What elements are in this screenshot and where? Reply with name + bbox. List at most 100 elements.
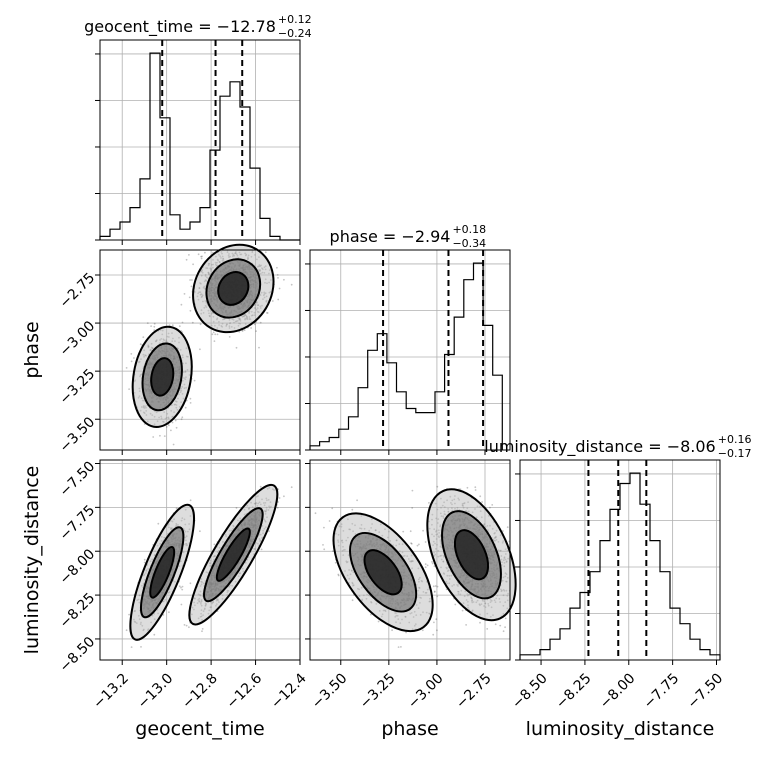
sample-point xyxy=(180,586,182,589)
sample-point xyxy=(180,603,183,606)
sample-point xyxy=(130,646,133,648)
sample-point xyxy=(250,327,253,329)
sample-point xyxy=(278,497,281,499)
sample-point xyxy=(139,343,142,346)
sample-point xyxy=(188,254,190,256)
sample-point xyxy=(290,486,293,489)
sample-point xyxy=(180,303,183,306)
sample-point xyxy=(130,353,133,355)
sample-point xyxy=(214,333,217,336)
sample-point xyxy=(211,333,214,336)
contour-line xyxy=(192,243,275,334)
panel-phase-vs-geocent_time xyxy=(99,243,301,451)
sample-point xyxy=(146,322,149,324)
panel-luminosity_distance-vs-phase xyxy=(309,459,517,661)
sample-point xyxy=(180,418,183,421)
sample-point xyxy=(153,322,156,325)
sample-point xyxy=(143,558,146,561)
sample-point xyxy=(434,585,437,587)
contour-line xyxy=(150,357,175,397)
sample-point xyxy=(157,522,160,525)
panel-luminosity_distance-vs-geocent_time xyxy=(99,459,301,661)
sample-point xyxy=(271,300,274,302)
sample-point xyxy=(133,357,135,359)
sample-point xyxy=(172,443,175,446)
sample-point xyxy=(432,585,435,588)
sample-point xyxy=(152,436,155,438)
sample-point xyxy=(125,367,128,369)
sample-point xyxy=(213,340,216,342)
sample-point xyxy=(258,346,260,349)
sample-point xyxy=(212,331,215,334)
contour-line xyxy=(141,342,183,412)
sample-point xyxy=(264,251,267,254)
sample-point xyxy=(181,585,184,588)
sample-point xyxy=(283,495,285,498)
contour-line xyxy=(217,271,250,306)
sample-point xyxy=(181,321,184,324)
sample-point xyxy=(193,379,196,382)
sample-point xyxy=(259,321,262,324)
sample-point xyxy=(130,360,133,363)
sample-point xyxy=(163,435,166,437)
sample-point xyxy=(276,274,279,276)
sample-point xyxy=(189,279,192,281)
sample-point xyxy=(153,633,156,636)
sample-point xyxy=(168,324,171,327)
sample-point xyxy=(153,325,156,328)
sample-point xyxy=(142,336,145,339)
sample-point xyxy=(189,309,192,312)
sample-point xyxy=(165,426,168,428)
sample-point xyxy=(168,424,170,427)
sample-point xyxy=(277,277,279,279)
sample-point xyxy=(199,323,202,326)
sample-point xyxy=(192,263,195,266)
sample-point xyxy=(159,434,161,437)
sample-point xyxy=(189,402,192,404)
sample-point xyxy=(140,646,142,648)
sample-point xyxy=(171,421,174,424)
sample-point xyxy=(185,624,188,627)
sample-point xyxy=(191,279,193,281)
sample-point xyxy=(125,629,128,632)
sample-point xyxy=(185,258,188,261)
sample-point xyxy=(201,628,204,630)
sample-point xyxy=(188,296,191,299)
sample-point xyxy=(201,255,203,258)
sample-point xyxy=(283,278,285,281)
density-fill xyxy=(218,272,249,305)
sample-point xyxy=(199,348,201,351)
sample-point xyxy=(253,323,256,326)
sample-point xyxy=(260,548,263,551)
sample-point xyxy=(184,406,187,409)
sample-point xyxy=(178,585,181,588)
sample-point xyxy=(190,285,193,288)
sample-point xyxy=(189,499,192,502)
sample-point xyxy=(170,429,172,432)
sample-point xyxy=(191,321,194,324)
sample-point xyxy=(259,485,262,488)
sample-point xyxy=(175,507,178,510)
sample-point xyxy=(235,346,238,349)
sample-point xyxy=(461,609,464,612)
sample-point xyxy=(201,630,203,633)
sample-point xyxy=(189,397,192,400)
sample-point xyxy=(277,298,280,301)
sample-point xyxy=(241,330,244,332)
sample-point xyxy=(168,611,170,614)
sample-point xyxy=(200,255,203,258)
sample-point xyxy=(171,324,174,327)
sample-point xyxy=(189,582,192,585)
sample-point xyxy=(183,624,186,626)
sample-point xyxy=(178,325,181,328)
density-fill xyxy=(151,358,174,396)
sample-point xyxy=(197,253,200,256)
sample-point xyxy=(243,329,246,331)
sample-point xyxy=(397,646,400,648)
sample-point xyxy=(235,507,238,509)
contour-line xyxy=(131,325,193,428)
sample-point xyxy=(204,251,206,254)
sample-point xyxy=(290,283,293,286)
sample-point xyxy=(278,287,281,290)
